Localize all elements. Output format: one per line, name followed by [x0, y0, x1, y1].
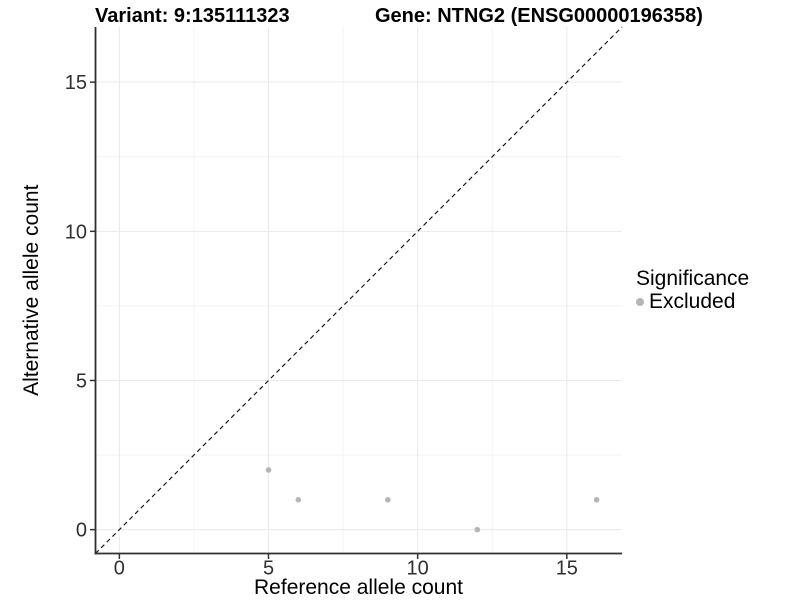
legend: Significance Excluded — [636, 268, 749, 313]
data-point — [474, 526, 481, 533]
legend-title: Significance — [636, 267, 750, 290]
x-axis-title: Reference allele count — [254, 576, 463, 599]
y-axis-title: Alternative allele count — [20, 184, 43, 395]
gene-title: Gene: NTNG2 (ENSG00000196358) — [375, 5, 703, 27]
x-tick-label: 15 — [556, 558, 578, 580]
y-tick-label: 15 — [65, 72, 87, 94]
y-tick-label: 10 — [65, 221, 87, 243]
data-point — [593, 497, 600, 503]
y-axis-ticks: 0 5 10 15 — [65, 72, 96, 542]
data-point — [385, 497, 391, 503]
data-point — [265, 467, 272, 473]
data-points — [265, 467, 600, 533]
x-tick-label: 5 — [263, 558, 274, 580]
x-tick-label: 10 — [407, 558, 429, 580]
axis-lines — [94, 27, 622, 555]
excluded-point-icon — [636, 298, 644, 306]
grid-minor — [95, 27, 622, 554]
y-tick-label: 5 — [76, 370, 87, 392]
variant-title: Variant: 9:135111323 — [95, 5, 290, 27]
data-point — [295, 497, 302, 503]
x-axis-ticks: 0 5 10 15 — [114, 553, 578, 580]
legend-item-label: Excluded — [649, 290, 736, 313]
legend-item-excluded: Excluded — [636, 291, 749, 313]
y-tick-label: 0 — [76, 520, 87, 542]
identity-line — [95, 26, 623, 554]
x-tick-label: 0 — [114, 558, 125, 580]
grid-major — [95, 27, 622, 554]
